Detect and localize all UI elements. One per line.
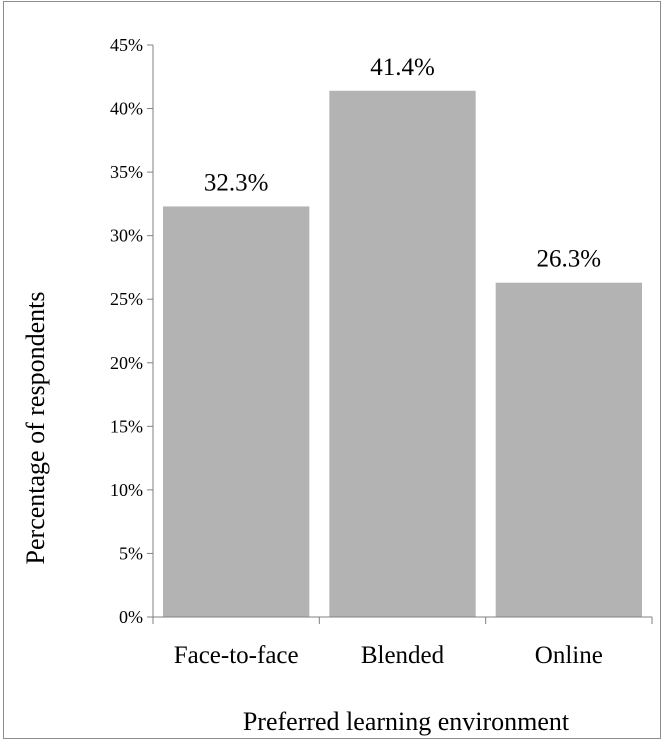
data-label: 32.3% (204, 169, 269, 196)
data-labels: 32.3% 41.4% 26.3% (204, 54, 601, 273)
bar (329, 90, 476, 617)
data-label: 26.3% (537, 246, 602, 273)
y-tick-label: 15% (110, 416, 143, 436)
y-tick-label: 5% (119, 543, 143, 563)
bar (495, 282, 642, 617)
y-tick-label: 10% (110, 480, 143, 500)
y-tick-label: 35% (110, 162, 143, 182)
category-labels: Face-to-face Blended Online (152, 617, 653, 669)
y-tick-label: 0% (119, 607, 143, 627)
y-tick-label: 45% (110, 35, 143, 55)
category-label: Blended (361, 642, 445, 669)
category-label: Face-to-face (174, 642, 299, 669)
y-tick-label: 30% (110, 226, 143, 246)
y-axis-ticks: 0% 5% 10% 15% 20% 25% 30% 35% 40% 45% (110, 35, 153, 627)
bar (163, 206, 310, 618)
x-axis-title: Preferred learning environment (243, 707, 570, 736)
category-label: Online (535, 642, 603, 669)
y-tick-label: 25% (110, 289, 143, 309)
y-tick-label: 40% (110, 99, 143, 119)
data-label: 41.4% (370, 54, 435, 81)
y-tick-label: 20% (110, 353, 143, 373)
bars (163, 90, 642, 618)
y-axis-title: Percentage of respondents (21, 292, 50, 565)
